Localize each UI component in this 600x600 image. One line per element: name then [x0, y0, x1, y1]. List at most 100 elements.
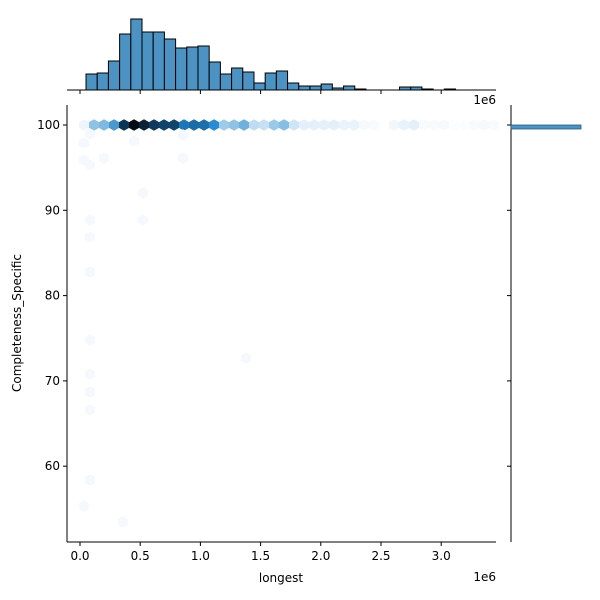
- hex-cell: [298, 119, 310, 131]
- hex-cell: [240, 352, 252, 364]
- hex-cell: [388, 119, 400, 131]
- hex-cell: [368, 119, 380, 131]
- top-marginal-ticks: [79, 90, 442, 94]
- hex-cell: [138, 119, 150, 131]
- hex-cell: [488, 119, 500, 131]
- histogram-bar: [343, 85, 356, 91]
- x-axis-ticks: 0.0 0.5 1.0 1.5 2.0 2.5 3.0: [70, 542, 451, 563]
- hex-cell: [358, 119, 370, 131]
- right-marginal-bar: [510, 124, 582, 130]
- y-tick-label: 60: [45, 459, 60, 473]
- hex-cell: [308, 119, 320, 131]
- hex-cell: [268, 119, 280, 131]
- x-tick-label: 2.5: [371, 549, 390, 563]
- histogram-bar: [119, 33, 132, 91]
- histogram-bar: [309, 85, 322, 91]
- hex-cell: [84, 128, 96, 140]
- top-marginal-histogram: [85, 18, 457, 91]
- hex-cell: [348, 119, 360, 131]
- hex-cell: [88, 119, 100, 131]
- hex-cell: [84, 368, 96, 380]
- x-tick-label: 1.0: [191, 549, 210, 563]
- hex-cell: [228, 119, 240, 131]
- hex-cell: [84, 214, 96, 226]
- x-tick-label: 3.0: [432, 549, 451, 563]
- hex-cell: [137, 214, 149, 226]
- hex-cell: [468, 119, 480, 131]
- hex-cell: [98, 152, 110, 164]
- y-tick-label: 90: [45, 203, 60, 217]
- hex-cell: [84, 159, 96, 171]
- histogram-bar: [85, 73, 98, 91]
- hex-cell: [218, 119, 230, 131]
- histogram-bar: [208, 61, 221, 91]
- histogram-bar: [242, 71, 255, 91]
- hex-cell: [408, 119, 420, 131]
- x-axis-label: longest: [259, 571, 304, 585]
- histogram-bar: [141, 31, 154, 91]
- hex-cell: [418, 119, 430, 131]
- histogram-bar: [186, 46, 199, 91]
- hex-cell: [98, 119, 110, 131]
- hex-cell: [128, 135, 140, 147]
- hex-cell: [248, 119, 260, 131]
- histogram-bar: [275, 70, 289, 91]
- right-marginal-ticks: [507, 124, 511, 467]
- y-tick-label: 80: [45, 289, 60, 303]
- hex-cell: [208, 119, 220, 131]
- hex-cell: [148, 119, 160, 131]
- hex-cell: [78, 119, 90, 131]
- hex-cell: [338, 119, 350, 131]
- hex-cell: [238, 119, 250, 131]
- histogram-bar: [197, 45, 210, 91]
- hex-cell: [398, 119, 410, 131]
- y-axis-label: Completeness_Specific: [10, 254, 24, 392]
- hex-cell: [288, 119, 300, 131]
- histogram-bar: [287, 82, 300, 91]
- hex-cell: [258, 119, 270, 131]
- top-offset-label: 1e6: [473, 93, 496, 107]
- hex-cell: [84, 231, 96, 243]
- hex-cell: [117, 516, 129, 528]
- histogram-bar: [175, 47, 188, 91]
- histogram-bar: [107, 60, 121, 91]
- histogram-bar: [320, 83, 333, 91]
- hex-cell: [438, 119, 450, 131]
- hex-cell: [84, 334, 96, 346]
- hexbin-cells: [78, 119, 500, 528]
- hex-cell: [178, 119, 190, 131]
- x-tick-label: 0.5: [131, 549, 150, 563]
- hex-cell: [278, 119, 290, 131]
- x-tick-label: 1.5: [251, 549, 270, 563]
- y-tick-label: 70: [45, 374, 60, 388]
- hex-cell: [158, 119, 170, 131]
- histogram-bar: [163, 38, 177, 91]
- histogram-bar: [298, 85, 311, 91]
- hex-cell: [177, 129, 189, 141]
- hex-cell: [478, 119, 490, 131]
- hex-cell: [84, 386, 96, 398]
- hex-cell: [428, 119, 440, 131]
- histogram-bar: [130, 18, 143, 91]
- hex-cell: [458, 119, 470, 131]
- histogram-bar: [219, 73, 233, 91]
- x-offset-label: 1e6: [473, 570, 496, 584]
- histogram-bar: [264, 72, 277, 91]
- y-axis-ticks: 100 90 80 70 60: [37, 118, 67, 473]
- hex-cell: [448, 119, 460, 131]
- x-tick-label: 2.0: [311, 549, 330, 563]
- hex-cell: [84, 474, 96, 486]
- hex-cell: [188, 119, 200, 131]
- hex-cell: [128, 119, 140, 131]
- hex-cell: [198, 119, 210, 131]
- hex-cell: [78, 137, 90, 149]
- hex-cell: [328, 119, 340, 131]
- hex-cell: [78, 500, 90, 512]
- hex-cell: [177, 152, 189, 164]
- histogram-bar: [231, 67, 244, 91]
- histogram-bar: [152, 31, 165, 91]
- hex-cell: [137, 187, 149, 199]
- hex-cell: [118, 119, 130, 131]
- y-tick-label: 100: [37, 118, 60, 132]
